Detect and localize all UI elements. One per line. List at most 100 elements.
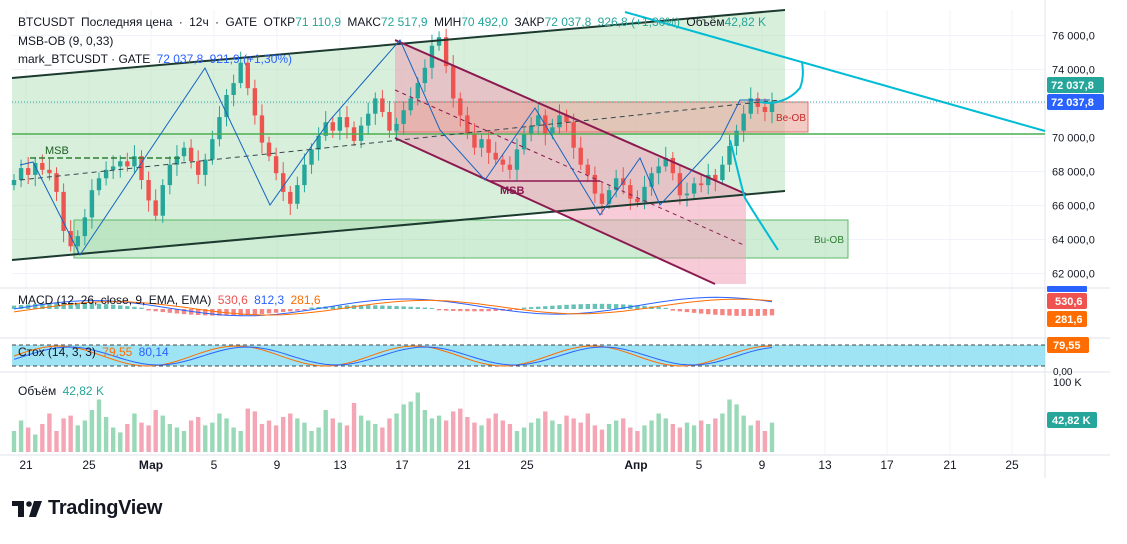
macd-histogram-bar bbox=[642, 305, 647, 309]
candle-body bbox=[663, 157, 668, 167]
legend-open: 71 110,9 bbox=[295, 15, 342, 29]
macd-histogram-bar bbox=[281, 309, 286, 313]
legend-mark-change: 921,9 (+1,30%) bbox=[209, 52, 293, 66]
volume-bar bbox=[259, 424, 265, 452]
volume-bar bbox=[649, 420, 654, 452]
candle-body bbox=[443, 37, 449, 67]
msb-mid-label: MSB bbox=[500, 185, 525, 197]
macd-histogram-bar bbox=[387, 305, 392, 309]
legend-close: 72 037,8 bbox=[544, 15, 592, 29]
legend-volume-pane: Объём 42,82 K bbox=[18, 384, 107, 398]
volume-bar bbox=[507, 424, 513, 452]
candle-body bbox=[521, 134, 527, 150]
volume-bar bbox=[486, 418, 491, 452]
legend-high: 72 517,9 bbox=[380, 15, 428, 29]
volume-bar bbox=[550, 420, 555, 452]
time-tick-label: Мар bbox=[139, 458, 163, 472]
macd-histogram-bar bbox=[486, 309, 491, 312]
macd-hist-tag bbox=[1047, 293, 1087, 309]
volume-bar bbox=[373, 424, 378, 452]
macd-histogram-bar bbox=[762, 309, 768, 316]
volume-bar bbox=[387, 418, 392, 452]
volume-bar bbox=[401, 404, 406, 452]
volume-bar bbox=[118, 432, 123, 452]
candle-body bbox=[11, 180, 17, 186]
last-price-tag bbox=[1047, 77, 1104, 93]
macd-v2: 812,3 bbox=[254, 293, 285, 307]
candle-body bbox=[139, 156, 144, 180]
volume-bar bbox=[89, 410, 95, 452]
macd-histogram-bar bbox=[394, 306, 399, 309]
candle-body bbox=[118, 161, 123, 167]
macd-histogram-bar bbox=[266, 309, 272, 314]
macd-hist-value: 530,6 bbox=[1055, 296, 1083, 308]
candle-body bbox=[217, 117, 222, 140]
legend-mark-name: mark_BTCUSDT · GATE bbox=[18, 52, 151, 66]
volume-bar bbox=[54, 431, 59, 452]
volume-bar bbox=[458, 408, 463, 452]
macd-histogram-bar bbox=[68, 302, 73, 309]
down-channel-fill bbox=[395, 40, 746, 284]
macd-histogram-bar bbox=[125, 306, 130, 309]
volume-bar bbox=[698, 420, 704, 452]
candle-body bbox=[125, 161, 130, 167]
macd-histogram-bar bbox=[521, 307, 527, 309]
macd-histogram-bar bbox=[571, 304, 576, 309]
volume-bar bbox=[139, 422, 144, 452]
legend-main: BTCUSDT Последняя цена · 12ч · GATE ОТКР… bbox=[18, 15, 766, 29]
legend-indicator: MSB-OB (9, 0,33) bbox=[18, 34, 116, 48]
time-tick-label: 5 bbox=[696, 458, 703, 472]
volume-pane-label: Объём bbox=[18, 384, 57, 398]
volume-bar bbox=[691, 425, 697, 452]
time-tick-label: 25 bbox=[520, 458, 534, 472]
down-channel-mid bbox=[394, 89, 747, 247]
volume-bar bbox=[536, 418, 541, 452]
candle-body bbox=[188, 147, 194, 162]
macd-histogram-bar bbox=[231, 309, 236, 316]
volume-bar bbox=[281, 417, 286, 452]
tradingview-brand[interactable]: TradingView bbox=[12, 497, 162, 520]
candle-body bbox=[713, 174, 718, 180]
macd-histogram-bar bbox=[181, 309, 187, 315]
price-tick-label: 74 000,0 bbox=[1052, 65, 1095, 77]
macd-histogram-bar bbox=[89, 303, 95, 309]
price-tick-label: 62 000,0 bbox=[1052, 269, 1095, 281]
volume-bar bbox=[366, 420, 371, 452]
candle-body bbox=[337, 117, 343, 131]
macd-histogram-bar bbox=[18, 305, 24, 309]
candle-body bbox=[103, 169, 109, 179]
legend-close-label: ЗАКР bbox=[514, 15, 545, 29]
macd-histogram-bar bbox=[358, 305, 364, 309]
projection-down-curve bbox=[729, 139, 779, 251]
volume-bar bbox=[713, 418, 718, 452]
channel-lower-line bbox=[11, 190, 786, 261]
candle-body bbox=[373, 98, 378, 114]
candle-body bbox=[451, 66, 456, 99]
volume-bar bbox=[203, 425, 208, 452]
macd-histogram-bar bbox=[366, 305, 371, 309]
time-tick-label: 17 bbox=[395, 458, 409, 472]
candle-body bbox=[309, 149, 314, 165]
macd-histogram-bar bbox=[748, 309, 753, 316]
candle-body bbox=[422, 67, 428, 84]
macd-histogram-bar bbox=[295, 309, 300, 311]
candle-body bbox=[245, 62, 250, 89]
tradingview-logo-icon bbox=[12, 500, 42, 517]
candle-body bbox=[302, 164, 307, 186]
lines bbox=[11, 9, 1046, 285]
macd-histogram-bar bbox=[337, 305, 343, 309]
macd-histogram-bar bbox=[132, 306, 137, 309]
candle-body bbox=[68, 231, 73, 247]
stoch-k-value: 79,55 bbox=[1053, 340, 1081, 352]
candle-body bbox=[110, 166, 116, 170]
volume-bar bbox=[592, 425, 598, 452]
macd-histogram-bar bbox=[585, 303, 591, 309]
volume-bar bbox=[103, 417, 109, 452]
volume-bar bbox=[245, 408, 250, 452]
volume-bar bbox=[514, 431, 520, 452]
volume-bar bbox=[613, 420, 619, 452]
candle-body bbox=[691, 183, 697, 194]
legend-change: 926,8 (+1,30%) bbox=[597, 15, 681, 29]
